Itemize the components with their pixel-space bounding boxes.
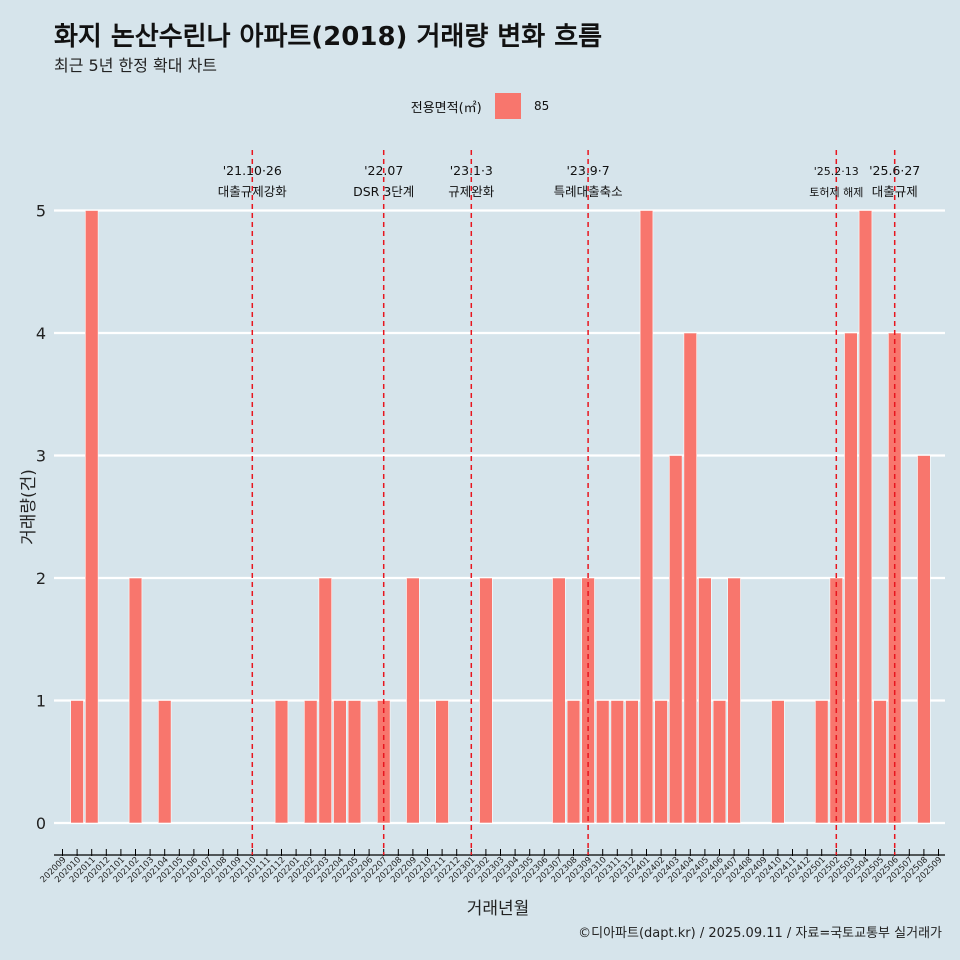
bar	[274, 700, 289, 824]
bar	[727, 577, 741, 824]
bar	[158, 700, 172, 824]
bar	[668, 455, 683, 824]
y-tick-label: 3	[36, 447, 46, 466]
bar	[639, 210, 654, 824]
chart-subtitle: 최근 5년 한정 확대 차트	[54, 56, 218, 75]
bar	[479, 577, 493, 824]
bar	[70, 700, 84, 824]
event-date-label: '25.2·13	[814, 165, 859, 178]
y-tick-label: 1	[36, 692, 46, 711]
event-desc-label: DSR 3단계	[353, 184, 414, 199]
bar	[873, 700, 887, 824]
legend-color-key	[494, 93, 521, 119]
event-date-label: '21.10·26	[223, 163, 282, 178]
bar	[683, 332, 698, 824]
bar	[844, 332, 858, 824]
event-desc-label: 토허제 해제	[809, 185, 863, 199]
x-axis-title: 거래년월	[467, 899, 530, 919]
bar	[698, 577, 712, 824]
legend-label: 85	[533, 99, 550, 113]
bar	[654, 700, 668, 824]
y-tick-label: 4	[36, 324, 46, 343]
bar	[303, 700, 318, 824]
bar	[318, 577, 332, 824]
legend: 전용면적(㎡) 85	[0, 93, 960, 119]
bar	[712, 700, 727, 824]
y-tick-label: 0	[36, 814, 46, 833]
event-desc-label: 규제완화	[448, 184, 495, 199]
event-date-label: '23.9·7	[566, 163, 609, 178]
event-date-label: '23.1·3	[450, 163, 493, 178]
bar	[333, 700, 347, 824]
event-desc-label: 대출규제강화	[218, 184, 288, 199]
y-axis-title: 거래량(건)	[19, 469, 39, 545]
event-date-label: '25.6·27	[869, 163, 920, 178]
bar	[814, 700, 829, 824]
source-caption: ©디아파트(dapt.kr) / 2025.09.11 / 자료=국토교통부 실…	[578, 926, 942, 941]
y-tick-label: 5	[36, 202, 46, 221]
bar	[406, 577, 420, 824]
bar	[625, 700, 639, 824]
bar	[917, 455, 931, 824]
event-desc-label: 대출규제	[872, 184, 918, 199]
bar	[595, 700, 610, 824]
bar	[435, 700, 449, 824]
event-date-label: '22.07	[364, 163, 403, 178]
bar	[566, 700, 581, 824]
bar	[85, 210, 99, 824]
bar	[610, 700, 625, 824]
chart-title: 화지 논산수린나 아파트(2018) 거래량 변화 흐름	[54, 22, 603, 52]
bar	[858, 210, 873, 824]
y-tick-label: 2	[36, 569, 46, 588]
legend-title: 전용면적(㎡)	[410, 100, 482, 116]
event-desc-label: 특례대출축소	[554, 184, 623, 199]
bar	[552, 577, 566, 824]
bar	[771, 700, 785, 824]
bar	[347, 700, 362, 824]
bar	[128, 577, 143, 824]
